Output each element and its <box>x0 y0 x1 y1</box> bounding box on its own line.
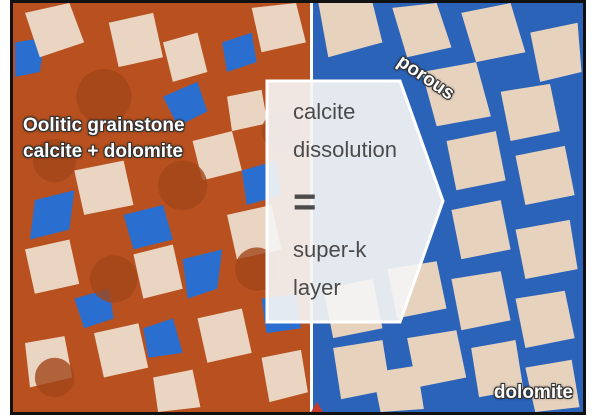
callout-line-dissolution: dissolution <box>293 137 397 162</box>
right-texture <box>318 3 582 412</box>
callout-equals-sign: = <box>293 180 317 224</box>
dolomite-label: dolomite <box>493 382 573 403</box>
left-label-line1: Oolitic grainstone <box>23 115 185 136</box>
thin-section-image: Oolitic grainstone calcite + dolomite <box>10 0 586 415</box>
left-panel-oolitic-grainstone: Oolitic grainstone calcite + dolomite <box>13 3 313 412</box>
callout-line-super-k: super-k <box>293 237 367 262</box>
callout-line-layer: layer <box>293 275 341 300</box>
callout-arrow-shape <box>265 79 445 324</box>
callout-line-calcite: calcite <box>293 99 356 124</box>
left-label-line2: calcite + dolomite <box>23 141 183 162</box>
center-callout: calcite dissolution = super-k layer <box>265 79 445 324</box>
bottom-marker-icon <box>311 402 323 412</box>
